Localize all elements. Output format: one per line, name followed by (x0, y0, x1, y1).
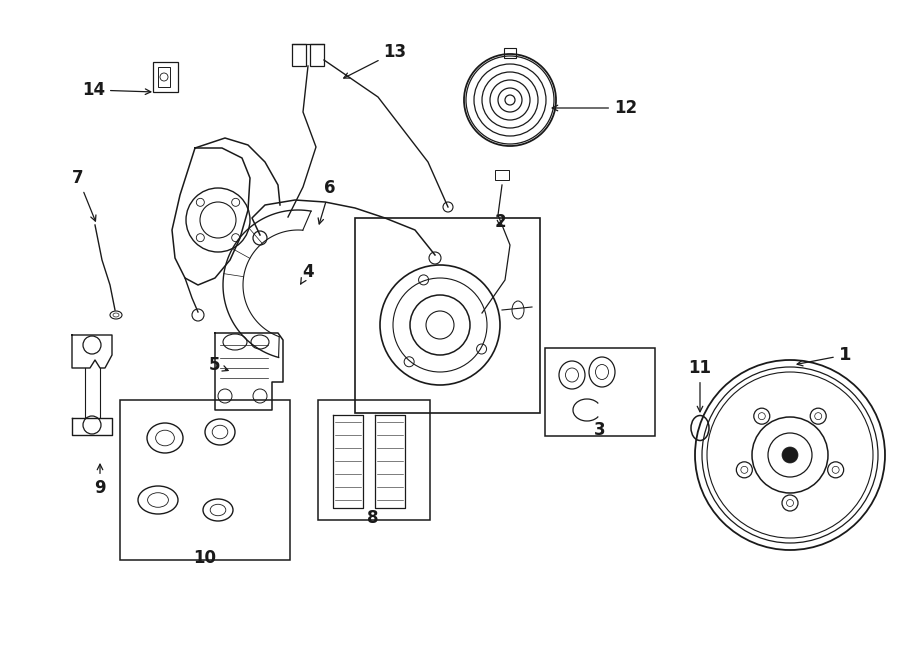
Circle shape (782, 447, 798, 463)
Bar (158, 67, 170, 87)
Bar (310, 44, 324, 66)
Text: 11: 11 (688, 359, 712, 412)
Bar (318, 400, 430, 520)
Text: 3: 3 (594, 421, 606, 439)
Bar (153, 62, 178, 92)
Bar (495, 170, 509, 180)
Text: 7: 7 (72, 169, 96, 221)
Text: 14: 14 (82, 81, 151, 99)
Bar (545, 348, 655, 436)
Text: 10: 10 (194, 549, 217, 567)
Text: 5: 5 (209, 356, 228, 374)
Text: 9: 9 (94, 464, 106, 497)
Bar (292, 44, 306, 66)
Text: 12: 12 (553, 99, 637, 117)
Bar (504, 48, 516, 58)
Text: 13: 13 (344, 43, 407, 78)
Bar (120, 400, 290, 560)
Text: 2: 2 (494, 213, 506, 231)
Text: 8: 8 (367, 509, 379, 527)
Bar (355, 218, 540, 413)
Text: 6: 6 (318, 179, 336, 224)
Text: 1: 1 (797, 346, 851, 366)
Text: 4: 4 (301, 263, 314, 284)
